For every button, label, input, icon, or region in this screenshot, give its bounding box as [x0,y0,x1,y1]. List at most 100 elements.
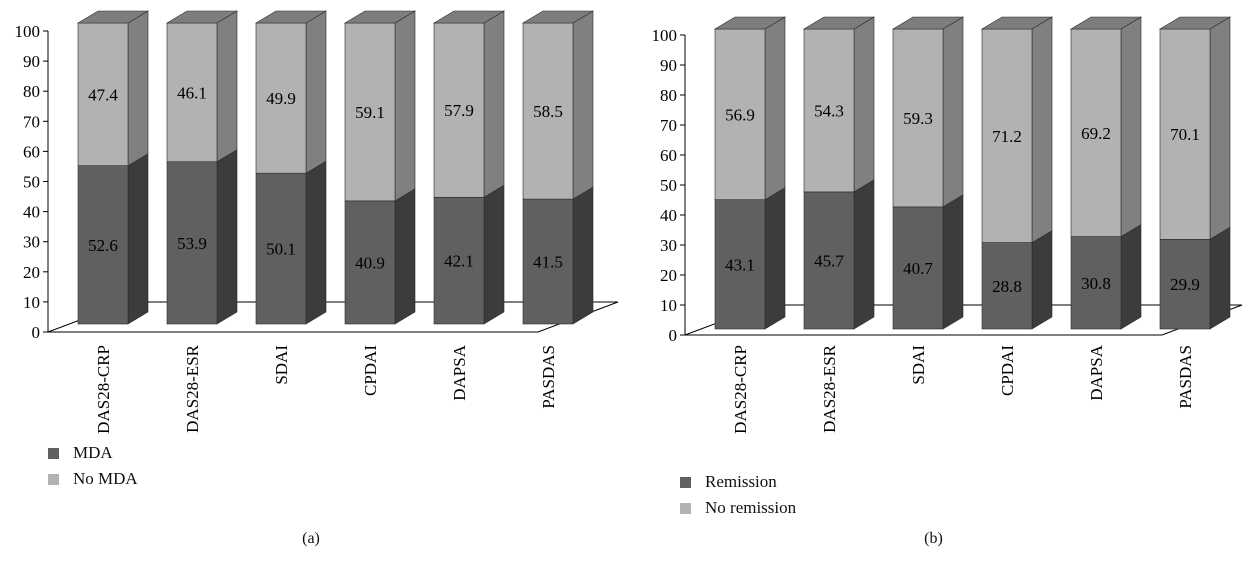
bar-no-remission [714,28,766,200]
data-label: 30.8 [1081,274,1111,293]
legend-b: Remission No remission [680,469,796,521]
bar-upper-side [483,10,505,198]
bar-top [521,10,595,24]
bar-no-mda [344,22,396,202]
data-label: 43.1 [725,255,755,274]
chart-panel-b: 0 10 20 30 40 50 60 70 80 90 100 43.1 56.9 DAS28-CRP 4… [622,0,1245,564]
legend-item-series-2: No MDA [48,466,138,492]
data-label: 53.9 [177,234,207,253]
bar-no-remission [803,28,855,193]
category-label: SDAI [909,345,928,385]
bar-mda [522,198,574,325]
data-label: 40.7 [903,259,933,278]
category-label: DAS28-ESR [183,344,202,433]
y-tick-label: 10 [660,296,677,315]
bar-no-mda [166,22,218,163]
category-label: PASDAS [1176,345,1195,409]
category-label: PASDAS [539,345,558,409]
bar-upper-side [1209,16,1231,240]
y-tick-label: 80 [23,82,40,101]
bar-lower-side [483,184,505,325]
bar-upper-side [394,10,416,202]
bar-remission [981,242,1033,330]
data-label: 50.1 [266,240,296,259]
bar-no-remission [981,28,1033,243]
category-label: DAS28-CRP [94,345,113,434]
bar-upper-side [572,10,594,200]
data-label: 58.5 [533,102,563,121]
panel-label-a: (a) [302,530,320,547]
data-label: 52.6 [88,236,118,255]
bar-lower-side [216,149,238,325]
bar-no-mda [77,22,129,166]
y-tick-label: 70 [660,116,677,135]
legend-label: Remission [705,472,777,491]
y-tick-label: 60 [660,146,677,165]
legend-item-series-1: MDA [48,440,138,466]
bar-upper-side [853,16,875,193]
legend-swatch [48,447,59,459]
bar-mda [77,165,129,325]
bar-upper-side [1120,16,1142,238]
data-label: 69.2 [1081,124,1111,143]
data-label: 56.9 [725,105,755,124]
y-tick-label: 80 [660,86,677,105]
category-label: DAPSA [1087,344,1106,400]
bar-remission [714,199,766,330]
bar-upper-side [1031,16,1053,244]
bar-top [76,10,150,24]
bar-lower-side [127,153,149,325]
data-label: 40.9 [355,253,385,272]
bar-top [1158,16,1232,30]
chart-panel-a: 0 10 20 30 40 50 60 70 80 90 100 52.6 47.4 DAS28-CRP 5… [0,0,622,564]
legend-swatch [48,473,59,485]
bar-top [1069,16,1143,30]
chart-b-svg: 0 10 20 30 40 50 60 70 80 90 100 43.1 56.9 DAS28-CRP 4… [652,16,1243,434]
bar-top [343,10,417,24]
y-tick-label: 0 [669,326,678,345]
y-tick-label: 20 [660,266,677,285]
y-tick-label: 100 [652,26,678,45]
bar-top [713,16,787,30]
category-label: DAPSA [450,344,469,400]
chart-a-svg: 0 10 20 30 40 50 60 70 80 90 100 52.6 47.4 DAS28-CRP 5… [15,10,619,434]
y-tick-label: 90 [660,56,677,75]
bar-mda [344,200,396,325]
y-tick-label: 0 [32,323,41,342]
y-tick-label: 30 [23,233,40,252]
bar-no-mda [522,22,574,200]
bar-upper-side [764,16,786,201]
bar-lower-side [572,186,594,325]
bar-top [980,16,1054,30]
bar-lower-side [394,188,416,325]
legend-item-series-2: No remission [680,495,796,521]
category-label: DAS28-CRP [731,345,750,434]
data-label: 46.1 [177,83,207,102]
bar-lower-side [1031,230,1053,330]
bar-upper-side [305,10,327,174]
bar-remission [1070,236,1122,330]
category-label: DAS28-ESR [820,344,839,433]
bar-no-remission [892,28,944,208]
y-tick-label: 90 [23,52,40,71]
bar-top [802,16,876,30]
y-tick-label: 60 [23,142,40,161]
legend-a: MDA No MDA [48,440,138,492]
bar-mda [433,196,485,325]
data-label: 29.9 [1170,275,1200,294]
panel-label-b: (b) [924,530,943,547]
y-tick-label: 40 [660,206,677,225]
y-tick-label: 30 [660,236,677,255]
legend-label: MDA [73,443,113,462]
data-label: 70.1 [1170,125,1200,144]
data-label: 54.3 [814,101,844,120]
data-label: 41.5 [533,253,563,272]
legend-swatch [680,502,691,514]
y-tick-label: 10 [23,293,40,312]
bar-lower-side [942,194,964,330]
legend-swatch [680,476,691,488]
bar-upper-side [216,10,238,163]
bar-upper-side [942,16,964,208]
legend-label: No MDA [73,469,138,488]
category-label: SDAI [272,345,291,385]
